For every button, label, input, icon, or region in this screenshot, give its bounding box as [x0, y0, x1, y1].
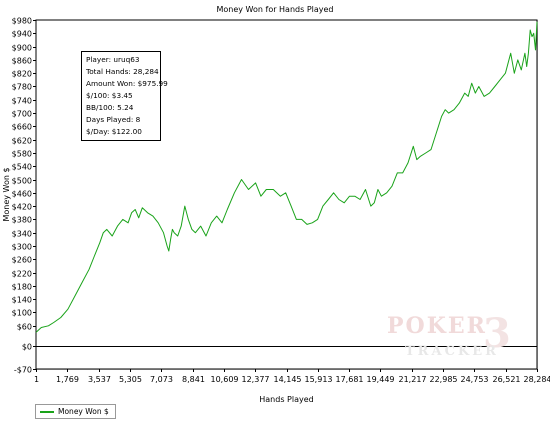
y-tick-label: $100 [12, 309, 32, 318]
x-tick-label: 10,609 [211, 375, 239, 384]
series-line-money-won [35, 21, 538, 333]
y-tick-label: $340 [12, 230, 32, 239]
x-tick-label: 24,753 [461, 375, 489, 384]
x-tick-label: 3,537 [88, 375, 111, 384]
chart-legend: Money Won $ [35, 404, 116, 419]
x-tick-label: 19,449 [367, 375, 395, 384]
stats-per-day: $/Day: $122.00 [86, 127, 142, 136]
stats-amount-won: Amount Won: $975.99 [86, 79, 168, 88]
y-tick-label: $60 [17, 323, 32, 332]
y-tick-label: $900 [12, 44, 32, 53]
y-tick-label: $380 [12, 216, 32, 225]
x-tick-label: 1,769 [56, 375, 79, 384]
x-axis-title: Hands Played [259, 395, 313, 404]
x-tick-label: 15,913 [305, 375, 333, 384]
x-tick-label: 21,217 [399, 375, 427, 384]
y-axis-title: Money Won $ [2, 167, 11, 221]
y-tick-label: $660 [12, 123, 32, 132]
x-tick-label: 14,145 [274, 375, 302, 384]
stats-per-100: $/100: $3.45 [86, 91, 133, 100]
stats-player: Player: uruq63 [86, 55, 140, 64]
y-tick-label: $540 [12, 163, 32, 172]
y-tick-label: $260 [12, 256, 32, 265]
stats-bb-100: BB/100: 5.24 [86, 103, 134, 112]
y-tick-label: $780 [12, 83, 32, 92]
y-tick-label: $300 [12, 243, 32, 252]
y-tick-label: $740 [12, 97, 32, 106]
y-tick-label: $220 [12, 270, 32, 279]
x-tick-label: 28,284 [524, 375, 550, 384]
x-tick-label: 7,073 [150, 375, 173, 384]
y-tick-label: $180 [12, 283, 32, 292]
y-tick-label: $860 [12, 57, 32, 66]
x-tick-label: 1 [34, 375, 39, 384]
y-tick-label: $820 [12, 70, 32, 79]
chart-title: Money Won for Hands Played [216, 5, 334, 14]
y-tick-label: $460 [12, 190, 32, 199]
legend-swatch [40, 410, 54, 413]
legend-label: Money Won $ [58, 407, 109, 416]
x-tick-labels: 1 1,769 3,537 5,305 7,073 8,841 10,609 12,377 14… [34, 375, 550, 384]
y-tick-label: -$70 [14, 366, 32, 375]
y-tick-label: $940 [12, 30, 32, 39]
stats-days-played: Days Played: 8 [86, 115, 141, 124]
y-tick-label: $420 [12, 203, 32, 212]
y-tick-label: $140 [12, 296, 32, 305]
y-tick-label: $700 [12, 110, 32, 119]
x-tick-label: 22,985 [430, 375, 458, 384]
series-lines [35, 21, 538, 333]
x-tick-label: 12,377 [242, 375, 270, 384]
y-tick-label: $980 [12, 17, 32, 26]
x-tick-label: 5,305 [119, 375, 142, 384]
y-tick-label: $620 [12, 137, 32, 146]
y-tick-label: $0 [22, 343, 32, 352]
x-tick-label: 26,521 [493, 375, 521, 384]
x-tick-label: 8,841 [182, 375, 205, 384]
stats-total-hands: Total Hands: 28,284 [86, 67, 159, 76]
stats-box: Player: uruq63 Total Hands: 28,284 Amoun… [81, 51, 168, 141]
y-tick-label: $500 [12, 177, 32, 186]
y-tick-label: $580 [12, 150, 32, 159]
y-tick-labels: -$70 $0 $60 $100 $140 $180 $220 $260 $300 $340 $38… [12, 17, 32, 375]
x-tick-label: 17,681 [336, 375, 364, 384]
